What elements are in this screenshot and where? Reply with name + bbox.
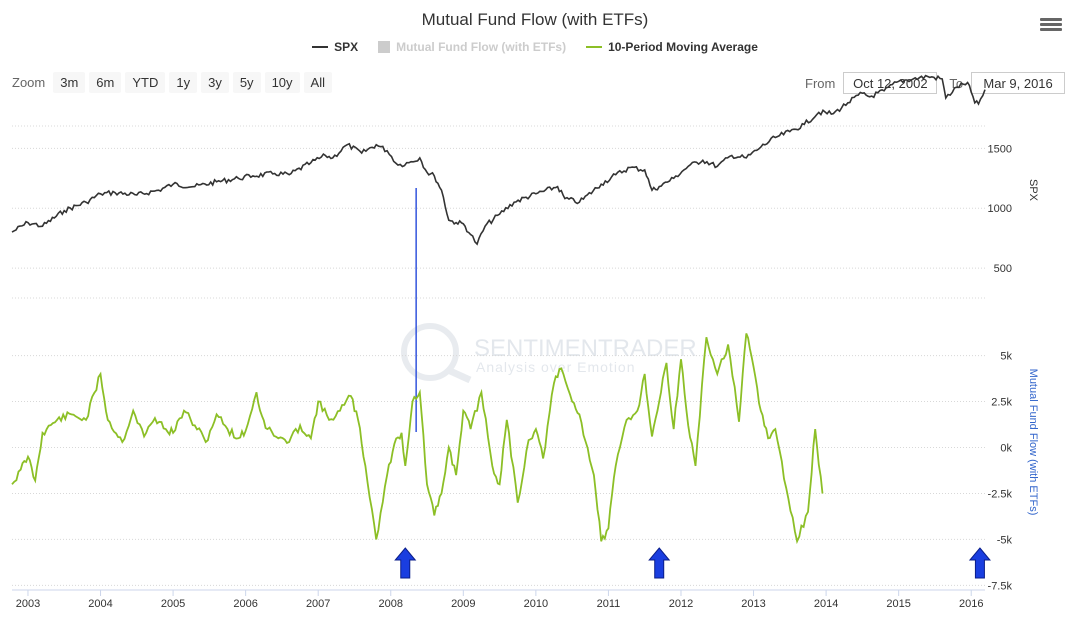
x-tick-label: 2011 — [597, 598, 621, 610]
zoom-6m-button[interactable]: 6m — [89, 72, 122, 93]
legend-label-spx: SPX — [334, 40, 359, 54]
x-tick-label: 2015 — [886, 598, 910, 610]
legend-swatch-mutual-fund-flow — [378, 41, 391, 53]
x-tick-label: 2016 — [959, 598, 983, 610]
x-tick-label: 2013 — [741, 598, 765, 610]
spx-series-line — [11, 74, 986, 246]
legend-swatch-spx — [312, 46, 329, 48]
legend-label-mutual-fund-flow: Mutual Fund Flow (with ETFs) — [396, 40, 567, 54]
legend-item-moving-average[interactable]: 10-Period Moving Average — [586, 40, 758, 54]
zoom-bar: Zoom 3m 6m YTD 1y 3y 5y 10y All — [12, 72, 332, 93]
x-axis: 2003 2004 2005 2006 2007 2008 2009 2010 2011 2012… — [12, 589, 985, 610]
x-tick-label: 2008 — [379, 598, 403, 610]
x-tick-label: 2009 — [451, 598, 475, 610]
flow-tick-label: 5k — [1000, 351, 1012, 363]
legend-label-moving-average: 10-Period Moving Average — [608, 40, 758, 54]
moving-average-series-line — [11, 333, 824, 545]
date-range: From To — [805, 72, 1066, 94]
watermark-tagline: Analysis over Emotion — [476, 359, 636, 375]
x-tick-label: 2006 — [233, 598, 257, 610]
to-date-input[interactable] — [971, 72, 1066, 94]
x-tick-label: 2012 — [669, 598, 693, 610]
zoom-label: Zoom — [12, 75, 46, 90]
flow-tick-label: -5k — [997, 534, 1013, 546]
flow-tick-label: 0k — [1000, 443, 1012, 455]
legend-item-spx[interactable]: SPX — [312, 40, 358, 54]
watermark: SENTIMENTRADER Analysis over Emotion — [401, 323, 697, 384]
zoom-3y-button[interactable]: 3y — [201, 72, 229, 93]
zoom-3m-button[interactable]: 3m — [53, 72, 86, 93]
spx-tick-label: 1500 — [988, 143, 1012, 155]
watermark-magnifier-handle — [446, 366, 472, 384]
up-arrow-marker — [968, 547, 991, 579]
up-arrow-marker — [394, 547, 417, 579]
spx-tick-label: 500 — [994, 263, 1012, 275]
watermark-logo-icon — [401, 323, 459, 381]
chart-title: Mutual Fund Flow (with ETFs) — [421, 10, 649, 29]
x-tick-label: 2005 — [161, 598, 185, 610]
flow-tick-label: -2.5k — [988, 488, 1013, 500]
flow-tick-label: 2.5k — [991, 397, 1012, 409]
gridlines — [12, 125, 985, 586]
from-label: From — [805, 75, 836, 91]
x-tick-label: 2007 — [306, 598, 330, 610]
zoom-10y-button[interactable]: 10y — [264, 72, 300, 93]
from-date-input[interactable] — [843, 72, 938, 94]
flow-tick-label: -7.5k — [988, 580, 1013, 592]
x-tick-label: 2004 — [88, 598, 112, 610]
zoom-ytd-button[interactable]: YTD — [125, 72, 166, 93]
x-tick-label: 2014 — [814, 598, 838, 610]
x-tick-label: 2010 — [524, 598, 548, 610]
legend-item-mutual-fund-flow[interactable]: Mutual Fund Flow (with ETFs) — [378, 40, 566, 54]
spx-tick-label: 1000 — [988, 203, 1012, 215]
spx-axis-title: SPX — [1027, 179, 1039, 202]
annotation-arrows — [394, 547, 991, 579]
up-arrow-marker — [648, 547, 671, 579]
flow-axis-title: Mutual Fund Flow (with ETFs) — [1027, 369, 1039, 516]
hamburger-menu-icon[interactable] — [1040, 16, 1062, 36]
legend: SPX Mutual Fund Flow (with ETFs) 10-Peri… — [0, 40, 1070, 54]
watermark-name: SENTIMENTRADER — [474, 335, 697, 362]
zoom-5y-button[interactable]: 5y — [232, 72, 261, 93]
flow-y-axis: -7.5k -5k -2.5k 0k 2.5k 5k — [988, 351, 1013, 593]
x-tick-label: 2003 — [16, 598, 40, 610]
spx-y-axis: 500 1000 1500 — [988, 143, 1012, 275]
legend-swatch-moving-average — [586, 46, 603, 48]
zoom-1y-button[interactable]: 1y — [169, 72, 198, 93]
zoom-all-button[interactable]: All — [303, 72, 332, 93]
